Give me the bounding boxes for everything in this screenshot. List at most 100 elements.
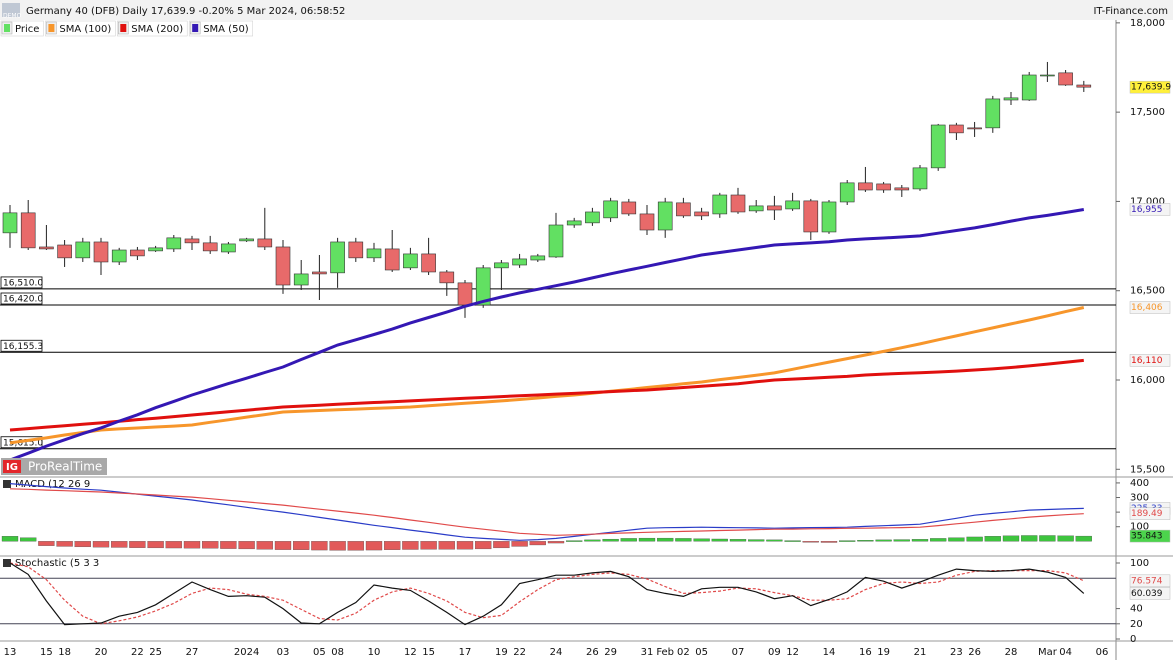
value-tag: 189.49 bbox=[1131, 509, 1163, 519]
candle-body bbox=[20, 212, 36, 249]
histogram-bar bbox=[766, 539, 783, 542]
candle-body bbox=[148, 247, 163, 252]
legend-label: Price bbox=[15, 24, 39, 35]
candle-body bbox=[730, 194, 746, 213]
candle-body bbox=[366, 248, 382, 259]
candle-body bbox=[1058, 72, 1073, 86]
x-tick-label: 25 bbox=[149, 647, 162, 658]
histogram-bar bbox=[657, 537, 674, 542]
x-tick-label: 20 bbox=[95, 647, 108, 658]
series-line bbox=[9, 306, 1085, 445]
histogram-bar bbox=[92, 541, 110, 548]
source: IT-Finance.com bbox=[1093, 6, 1168, 17]
histogram-bar bbox=[875, 539, 892, 542]
value-tag-box bbox=[1129, 574, 1171, 588]
legend-swatch bbox=[192, 24, 199, 32]
y-tick-label: 400 bbox=[1130, 478, 1149, 489]
histogram-bar bbox=[602, 538, 619, 542]
candle-body bbox=[166, 237, 182, 250]
pane-title: MACD (12 26 9 bbox=[15, 479, 90, 490]
histogram-bar bbox=[802, 541, 819, 543]
x-tick-label: 03 bbox=[277, 647, 290, 658]
candle-body bbox=[967, 127, 982, 130]
histogram-bar bbox=[420, 541, 437, 550]
histogram-bar bbox=[638, 537, 656, 542]
y-tick-label: 16,500 bbox=[1130, 286, 1165, 297]
candle-body bbox=[712, 194, 728, 215]
candle-body bbox=[239, 238, 254, 242]
y-tick-label: 0 bbox=[1130, 634, 1136, 645]
x-tick-label: 2024 bbox=[234, 647, 259, 658]
candle-body bbox=[1021, 74, 1037, 101]
candle-body bbox=[202, 242, 218, 252]
histogram-bar bbox=[839, 540, 856, 542]
logo-mark: IG bbox=[6, 462, 18, 473]
x-tick-label: 31 bbox=[641, 647, 654, 658]
candle-body bbox=[275, 246, 291, 286]
x-tick-label: 27 bbox=[186, 647, 199, 658]
legend-frame bbox=[117, 20, 188, 37]
x-tick-label: 05 bbox=[695, 647, 708, 658]
level-label-box bbox=[0, 276, 43, 289]
candle-body bbox=[475, 267, 491, 306]
series-line bbox=[9, 562, 1085, 626]
x-tick-label: 26 bbox=[968, 647, 981, 658]
histogram-bar bbox=[930, 538, 947, 542]
histogram-bar bbox=[511, 541, 528, 547]
histogram-bar bbox=[256, 541, 273, 550]
legend-frame bbox=[45, 20, 116, 37]
y-tick-label: 17,000 bbox=[1130, 196, 1165, 207]
histogram-bar bbox=[1057, 535, 1074, 542]
histogram-bar bbox=[311, 541, 328, 551]
histogram-bar bbox=[948, 537, 965, 542]
value-tag-box bbox=[1129, 529, 1171, 543]
x-tick-label: 07 bbox=[732, 647, 745, 658]
logo-box bbox=[1, 458, 107, 475]
candle-body bbox=[657, 201, 673, 231]
x-tick-label: Mar bbox=[1038, 647, 1058, 658]
x-tick-label: 28 bbox=[1005, 647, 1018, 658]
value-tag-box bbox=[1129, 354, 1171, 367]
x-tick-label: 14 bbox=[823, 647, 836, 658]
histogram-bar bbox=[38, 541, 55, 546]
histogram-bar bbox=[584, 539, 601, 542]
candle-body bbox=[2, 212, 18, 234]
y-tick-label: 100 bbox=[1130, 522, 1149, 533]
candle-body bbox=[803, 200, 819, 233]
candle-body bbox=[876, 183, 891, 191]
legend-label: SMA (50) bbox=[203, 24, 249, 35]
histogram-bar bbox=[857, 540, 874, 542]
value-tag-box bbox=[1129, 301, 1171, 314]
series-line bbox=[9, 358, 1084, 432]
x-tick-label: 15 bbox=[40, 647, 53, 658]
legend-swatch bbox=[120, 24, 127, 32]
candle-body bbox=[930, 124, 946, 169]
candle-body bbox=[111, 249, 127, 263]
x-tick-label: 26 bbox=[586, 647, 599, 658]
candle-body bbox=[439, 271, 455, 284]
candle-body bbox=[93, 241, 109, 263]
candle-body bbox=[949, 124, 964, 134]
candle-body bbox=[858, 182, 873, 191]
candle-body bbox=[767, 205, 782, 211]
histogram-bar bbox=[1021, 535, 1038, 542]
value-tag: 17,639.9 bbox=[1131, 83, 1171, 93]
candle-body bbox=[621, 201, 637, 215]
legend-swatch bbox=[4, 24, 10, 32]
candle-body bbox=[494, 262, 509, 269]
x-tick-label: 09 bbox=[768, 647, 781, 658]
marks: 13 15 18 20 22 25 27 2024 03 05 08 10 12 15 17 19 22 24 26… bbox=[0, 18, 1171, 658]
candle-body bbox=[676, 202, 691, 217]
legend-frame bbox=[188, 20, 253, 37]
histogram-bar bbox=[620, 538, 637, 542]
value-tag: 16,955 bbox=[1131, 205, 1163, 215]
legend-label: SMA (100) bbox=[59, 24, 111, 35]
x-tick-label: 19 bbox=[495, 647, 508, 658]
header-icon bbox=[2, 3, 20, 17]
x-tick-label: 23 bbox=[950, 647, 963, 658]
histogram-bar bbox=[748, 539, 765, 542]
pane-title-icon bbox=[3, 559, 11, 567]
x-tick-label: 18 bbox=[58, 647, 71, 658]
candle-body bbox=[257, 238, 273, 248]
value-tag-box bbox=[1129, 507, 1171, 520]
